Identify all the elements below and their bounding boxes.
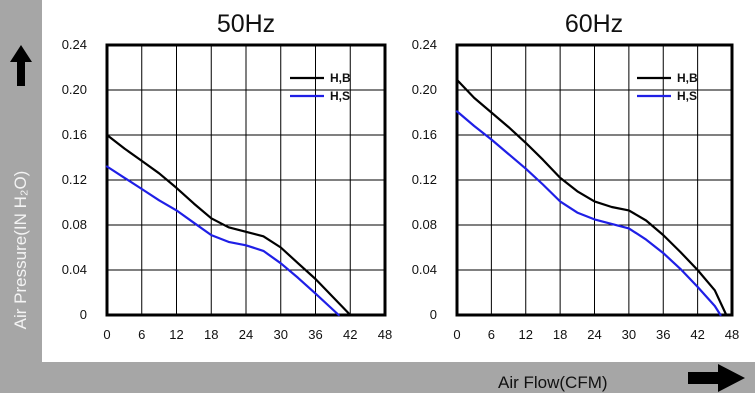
x-tick-label: 18 (204, 327, 218, 342)
y-tick-label: 0 (430, 307, 437, 322)
x-tick-label: 30 (622, 327, 636, 342)
legend-label: H,S (330, 89, 350, 103)
y-tick-label: 0.04 (62, 262, 87, 277)
x-axis-title: Air Flow(CFM) (498, 373, 608, 392)
legend: H,B H,S (290, 71, 351, 103)
y-axis-title: Air Pressure(IN H₂O) (11, 171, 30, 330)
x-tick-label: 42 (690, 327, 704, 342)
grid (106, 44, 386, 316)
legend-label: H,B (677, 71, 698, 85)
legend-label: H,B (330, 71, 351, 85)
y-tick-label: 0.04 (412, 262, 437, 277)
arrow-up-icon (10, 45, 32, 86)
grid (456, 44, 733, 316)
plot-frame (455, 43, 734, 317)
x-tick-label: 24 (587, 327, 601, 342)
x-tick-label: 24 (239, 327, 253, 342)
y-tick-label: 0.08 (412, 217, 437, 232)
series-line-h-s (455, 110, 722, 317)
y-tick-label: 0.24 (62, 37, 87, 52)
charts: 50Hz 0 6 12 18 24 30 36 42 48 0 0.04 0.08 0.12 0.16 0.2… (62, 10, 740, 342)
series-line-h-b (455, 78, 728, 317)
chart-title: 50Hz (217, 10, 275, 38)
x-tick-label: 0 (103, 327, 110, 342)
y-tick-label: 0.24 (412, 37, 437, 52)
x-tick-label: 6 (488, 327, 495, 342)
y-tick-label: 0.12 (412, 172, 437, 187)
y-tick-label: 0.16 (62, 127, 87, 142)
x-tick-label: 48 (378, 327, 392, 342)
chart-panel-50hz: 50Hz 0 6 12 18 24 30 36 42 48 0 0.04 0.08 0.12 0.16 0.2… (62, 10, 393, 342)
chart-panel-60hz: 60Hz 0 6 12 18 24 30 36 42 48 0 0.04 0.08 0.12 0.16 0.2… (412, 10, 740, 342)
x-tick-label: 48 (725, 327, 739, 342)
y-tick-label: 0.16 (412, 127, 437, 142)
legend: H,B H,S (637, 71, 698, 103)
x-tick-label: 12 (169, 327, 183, 342)
x-tick-label: 0 (453, 327, 460, 342)
arrow-right-icon (688, 364, 745, 392)
x-tick-label: 36 (656, 327, 670, 342)
y-axis-band: Air Pressure(IN H₂O) (0, 0, 42, 362)
series-line-h-b (105, 133, 352, 317)
y-tick-label: 0 (80, 307, 87, 322)
x-tick-label: 36 (308, 327, 322, 342)
series-line-h-s (105, 165, 340, 317)
y-tick-label: 0.08 (62, 217, 87, 232)
x-tick-label: 6 (138, 327, 145, 342)
y-tick-label: 0.12 (62, 172, 87, 187)
plot-frame (105, 43, 387, 317)
x-tick-label: 18 (553, 327, 567, 342)
legend-label: H,S (677, 89, 697, 103)
x-axis-band: Air Flow(CFM) (0, 362, 755, 393)
x-tick-label: 30 (274, 327, 288, 342)
y-tick-label: 0.20 (62, 82, 87, 97)
y-tick-label: 0.20 (412, 82, 437, 97)
chart-title: 60Hz (565, 10, 623, 38)
x-tick-label: 12 (519, 327, 533, 342)
x-axis-band-background (0, 362, 755, 393)
x-tick-label: 42 (343, 327, 357, 342)
